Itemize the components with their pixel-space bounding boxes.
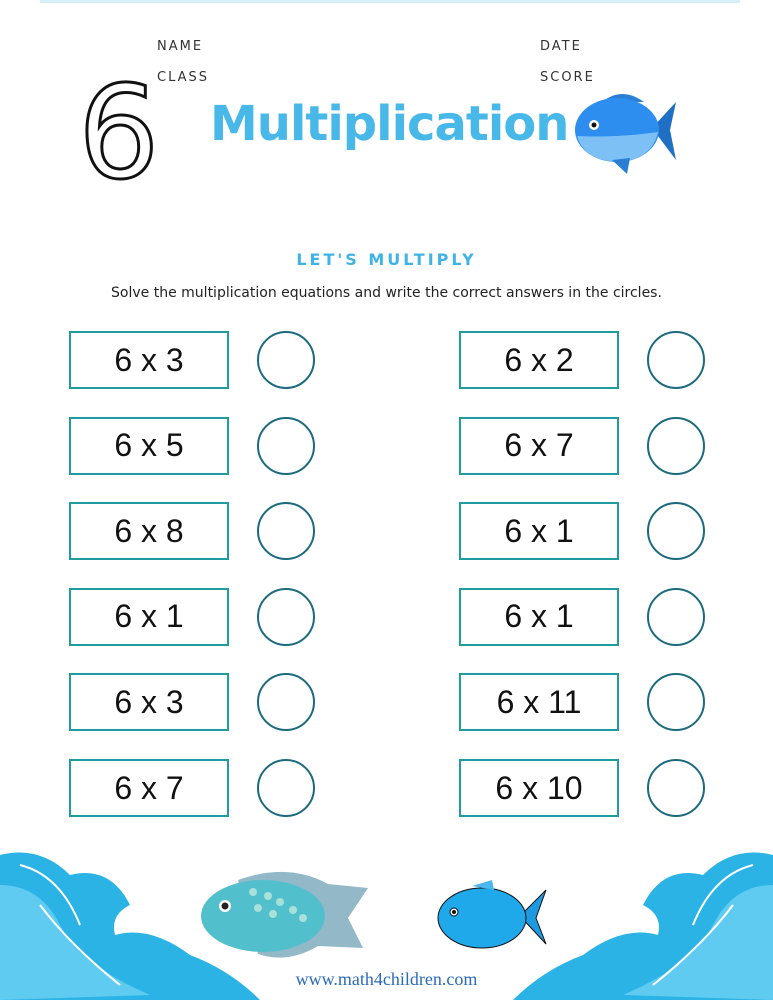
answer-circle[interactable] xyxy=(647,502,705,561)
equation-box: 6 x 1 xyxy=(69,587,229,646)
date-label: DATE xyxy=(540,39,582,54)
score-label: SCORE xyxy=(540,70,595,85)
equation-box: 6 x 1 xyxy=(459,587,619,646)
equation-box: 6 x 3 xyxy=(69,331,229,389)
right-wave-icon xyxy=(513,852,773,1000)
equation-box: 6 x 7 xyxy=(459,416,619,475)
answer-circle[interactable] xyxy=(647,587,705,646)
website-link[interactable]: www.math4children.com xyxy=(295,969,478,989)
equation-box: 6 x 2 xyxy=(459,331,619,389)
equation-box: 6 x 3 xyxy=(69,673,229,732)
class-label: CLASS xyxy=(157,70,210,85)
equation-box: 6 x 8 xyxy=(69,502,229,561)
page-title: Multiplication xyxy=(210,96,569,152)
scaled-fish-icon xyxy=(437,880,547,949)
answer-circle[interactable] xyxy=(647,416,705,475)
blue-fish-icon xyxy=(575,94,676,174)
answer-circle[interactable] xyxy=(257,587,315,646)
equation-box: 6 x 11 xyxy=(459,673,619,732)
top-border xyxy=(40,0,740,3)
answer-circle[interactable] xyxy=(257,673,315,732)
answer-circle[interactable] xyxy=(647,759,705,817)
section-heading: LET'S MULTIPLY xyxy=(296,250,477,269)
equation-box: 6 x 1 xyxy=(459,502,619,561)
left-wave-icon xyxy=(0,852,260,1000)
answer-circle[interactable] xyxy=(647,673,705,732)
equation-box: 6 x 7 xyxy=(69,759,229,817)
equation-box: 6 x 10 xyxy=(459,759,619,817)
answer-circle[interactable] xyxy=(257,416,315,475)
outline-number: 6 xyxy=(76,59,160,208)
teal-fish-icon xyxy=(201,871,368,958)
answer-circle[interactable] xyxy=(257,331,315,389)
name-label: NAME xyxy=(157,39,204,54)
instructions: Solve the multiplication equations and w… xyxy=(111,285,662,301)
answer-circle[interactable] xyxy=(257,502,315,561)
answer-circle[interactable] xyxy=(647,331,705,389)
answer-circle[interactable] xyxy=(257,759,315,817)
equation-box: 6 x 5 xyxy=(69,416,229,475)
